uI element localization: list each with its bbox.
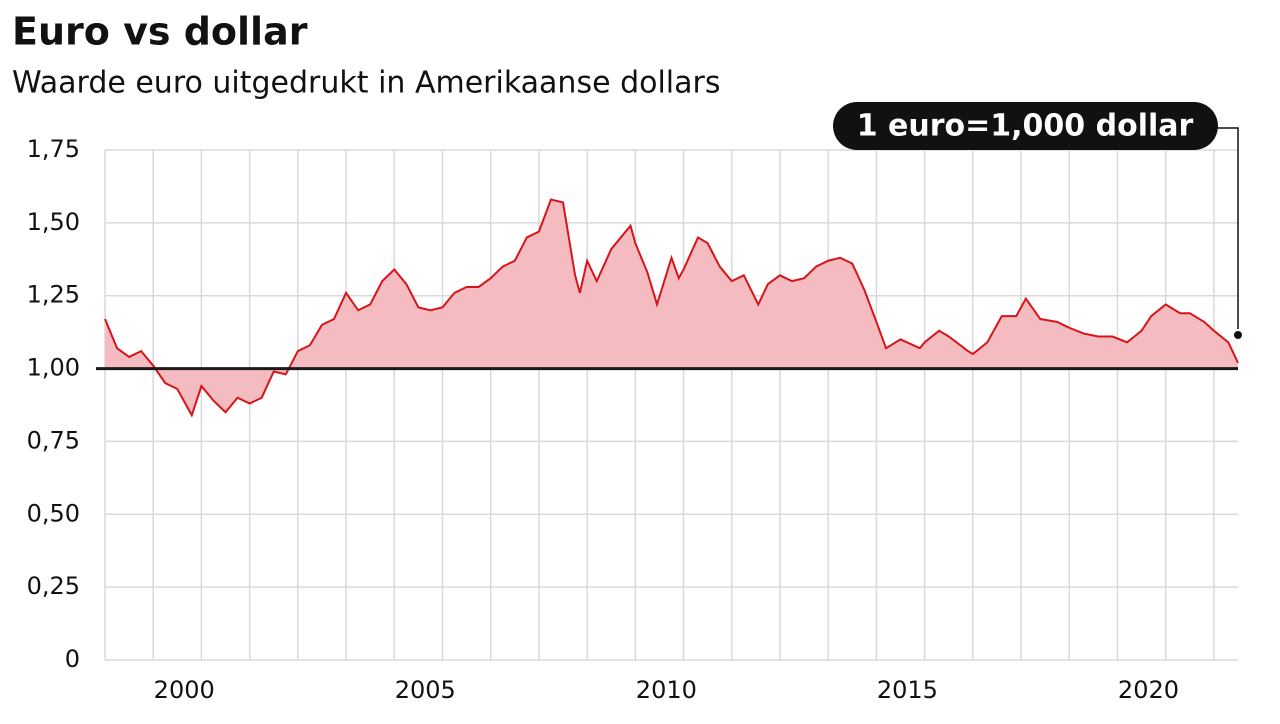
- annotation: 1 euro=1,000 dollar: [857, 109, 1194, 144]
- line: [104, 198, 1239, 418]
- x-tick-label: 2010: [636, 676, 697, 704]
- y-tick-label: 0,25: [27, 572, 80, 600]
- x-tick-label: 2020: [1118, 676, 1179, 704]
- area: [105, 199, 1238, 416]
- chart-title: Euro vs dollar: [12, 10, 308, 54]
- y-tick-label: 1,50: [27, 208, 80, 236]
- y-tick-label: 1,25: [27, 281, 80, 309]
- y-tick-label: 0,50: [27, 499, 80, 527]
- annotation-box: [833, 102, 1218, 150]
- x-tick-label: 2005: [395, 676, 456, 704]
- plot: [104, 198, 1239, 418]
- x-tick-label: 2015: [877, 676, 938, 704]
- y-tick-label: 0: [65, 645, 80, 673]
- x-tick-label: 2000: [154, 676, 215, 704]
- annotation-connector: [1214, 127, 1239, 335]
- annotation-dot: [1232, 329, 1244, 341]
- y-tick-label: 1,75: [27, 135, 80, 163]
- y-tick-label: 0,75: [27, 426, 80, 454]
- axes: 0 0,25 0,50 0,75 1,00 1,25 1,50 1,75 2000 2005 201…: [27, 102, 1244, 704]
- chart-subtitle: Waarde euro uitgedrukt in Amerikaanse do…: [12, 66, 721, 101]
- grid: [104, 149, 1238, 661]
- y-tick-label: 1,00: [27, 354, 80, 382]
